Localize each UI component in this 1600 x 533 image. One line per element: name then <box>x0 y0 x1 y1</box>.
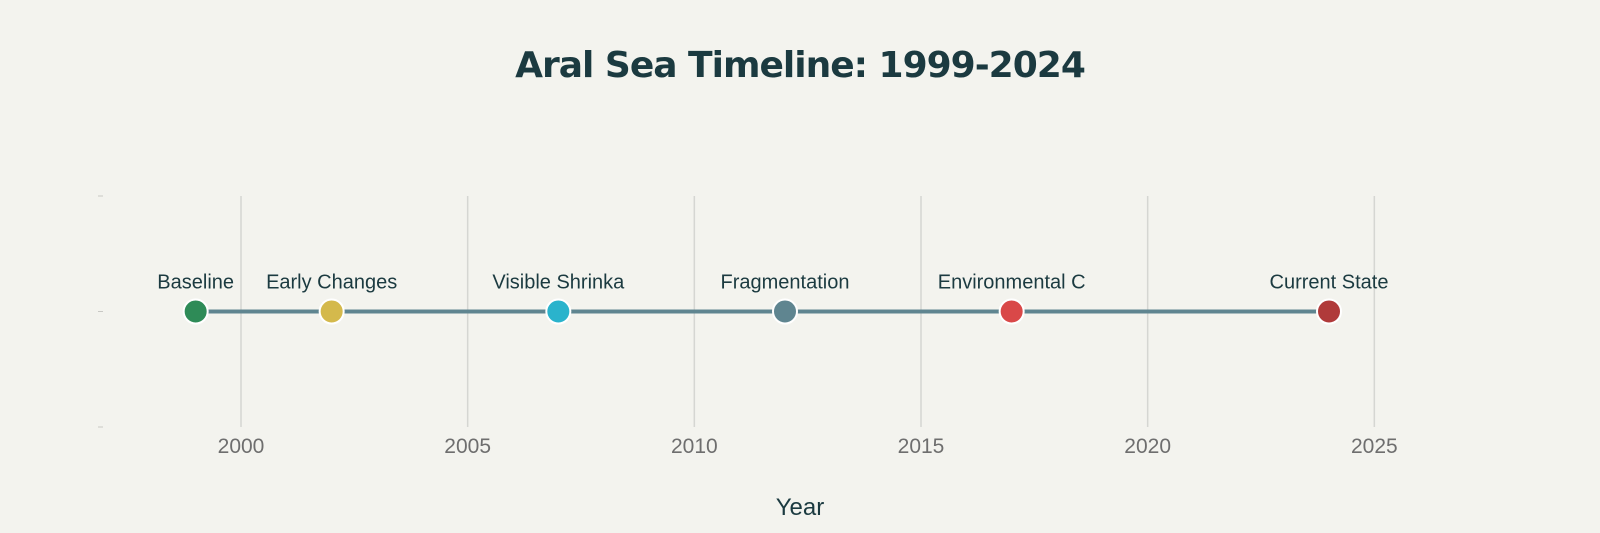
x-tick-layer: 2000 2005 2010 2015 2020 2025 <box>218 435 1398 458</box>
event-label: Visible Shrinka <box>492 272 625 294</box>
event-label: Fragmentation <box>721 272 850 294</box>
x-tick-label: 2020 <box>1124 435 1171 458</box>
y-tick-layer <box>98 195 103 428</box>
x-tick-label: 2010 <box>671 435 718 458</box>
event-label: Baseline <box>157 272 234 294</box>
event-marker[interactable] <box>772 298 798 325</box>
series-layer: Baseline Early Changes Visible Shrinka Frag… <box>157 272 1389 325</box>
chart-title: Aral Sea Timeline: 1999-2024 <box>515 45 1085 86</box>
event-marker[interactable] <box>1316 298 1342 325</box>
x-axis-title: Year <box>776 494 825 521</box>
event-label: Early Changes <box>266 272 397 294</box>
event-label: Current State <box>1270 272 1389 294</box>
event-marker[interactable] <box>545 298 572 325</box>
x-tick-label: 2005 <box>444 435 491 458</box>
event-marker[interactable] <box>182 298 209 325</box>
x-tick-label: 2015 <box>898 435 945 458</box>
event-marker[interactable] <box>318 298 345 325</box>
event-label: Environmental C <box>938 272 1086 294</box>
x-tick-label: 2025 <box>1351 435 1398 458</box>
x-tick-label: 2000 <box>218 435 265 458</box>
event-marker[interactable] <box>998 298 1025 325</box>
